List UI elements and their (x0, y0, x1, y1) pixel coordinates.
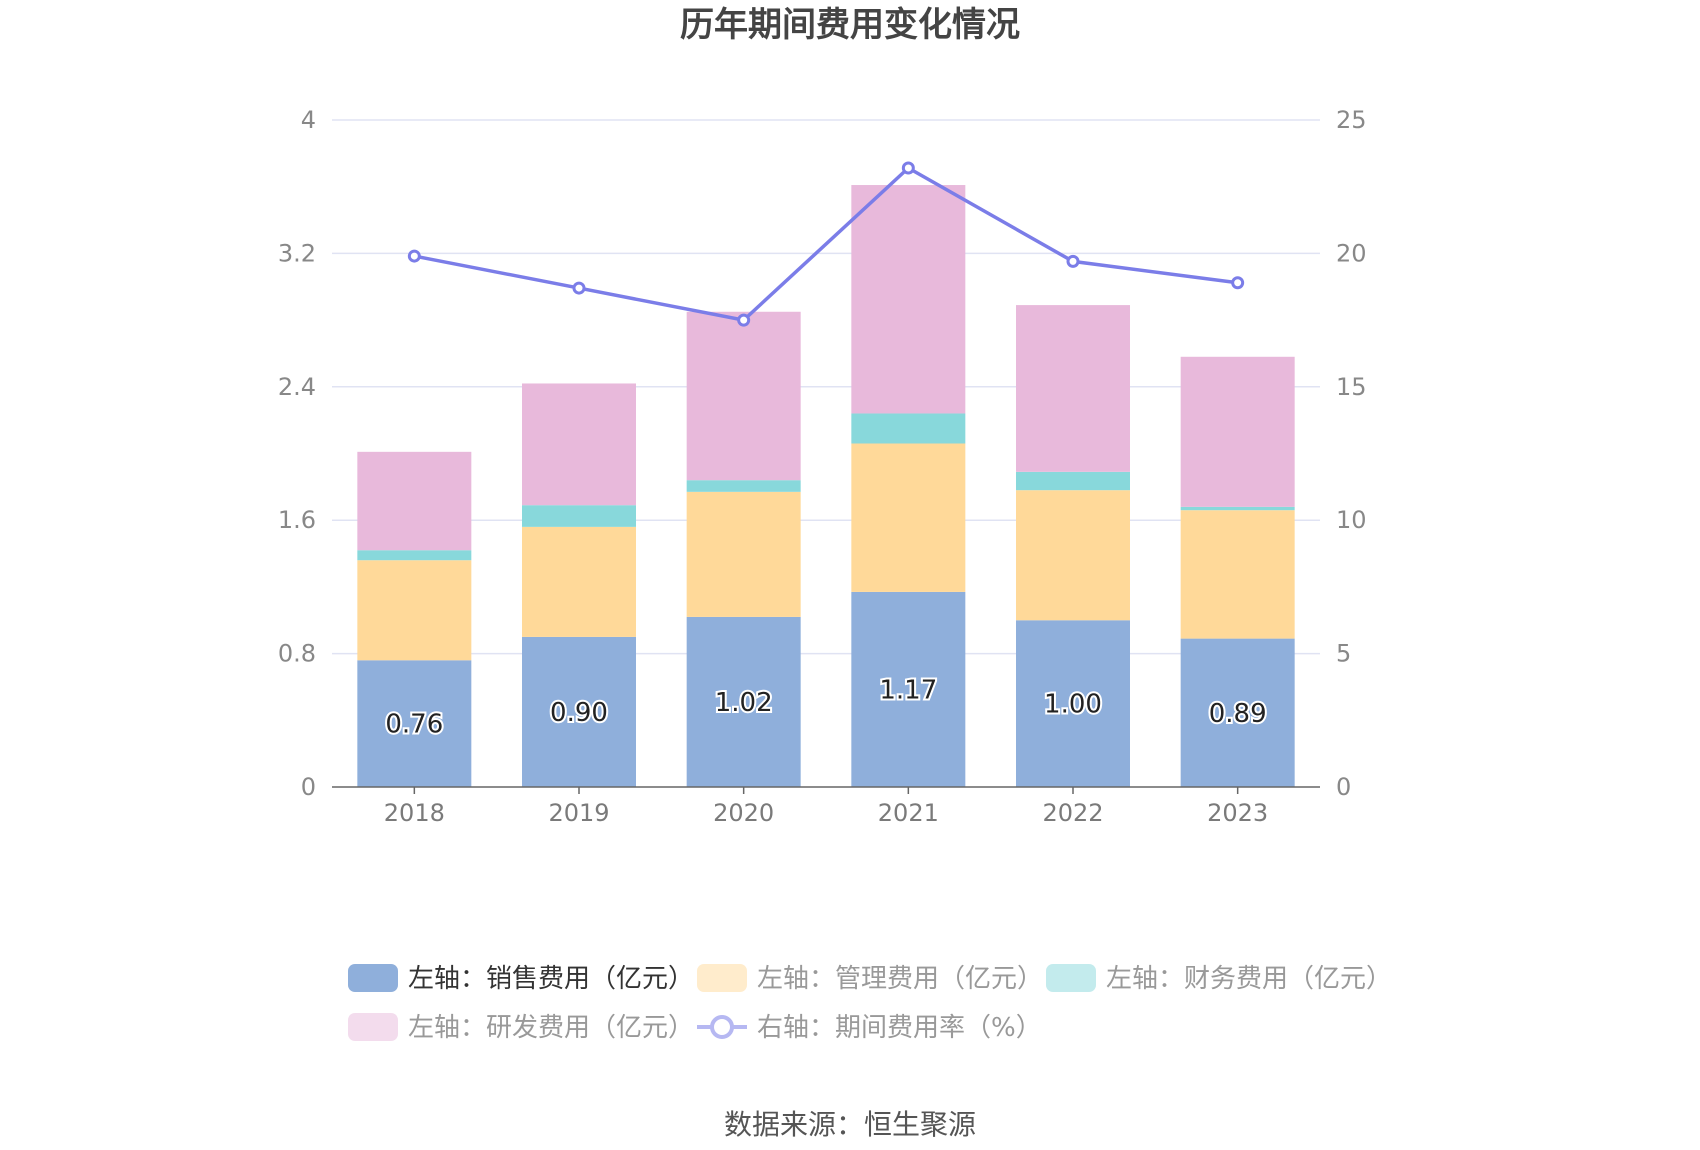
rate-point (901, 161, 915, 175)
legend-swatch (697, 964, 747, 992)
rate-point (572, 281, 586, 295)
left-axis-tick-label: 0 (301, 773, 316, 801)
bar-value-label: 1.17 (879, 675, 937, 705)
x-axis-tick-label: 2021 (878, 799, 939, 827)
legend: 左轴：销售费用（亿元） 左轴：管理费用（亿元） 左轴：财务费用（亿元） 左轴：研发费用… (348, 964, 1392, 1043)
left-axis-tick-label: 3.2 (278, 239, 316, 267)
bar-segment-2019-1 (522, 526, 636, 637)
rate-point (407, 249, 421, 263)
left-axis-tick-label: 2.4 (278, 373, 316, 401)
left-axis-tick-label: 4 (301, 106, 316, 134)
bar-segment-2020-0 (686, 616, 801, 787)
bar-value-label: 1.00 (1044, 690, 1102, 720)
bar-segment-2022-2 (1016, 471, 1130, 491)
bar-series (357, 185, 1295, 787)
bar-segment-2021-3 (851, 185, 966, 414)
bar-segment-2022-1 (1016, 490, 1130, 621)
x-axis-tick-label: 2020 (713, 799, 774, 827)
legend-item-label: 左轴：销售费用（亿元） (408, 964, 694, 994)
left-axis-tick-label: 1.6 (278, 506, 316, 534)
bar-segment-2020-1 (686, 491, 801, 617)
bar-segment-2020-2 (686, 480, 801, 492)
legend-swatch (348, 964, 398, 992)
left-axis-tick-label: 0.8 (278, 640, 316, 668)
bar-value-label: 0.89 (1209, 699, 1267, 729)
legend-item-label: 左轴：管理费用（亿元） (757, 964, 1043, 994)
bar-value-label: 0.76 (385, 710, 443, 740)
right-axis: 0 5 10 15 20 25 (1336, 106, 1367, 801)
bar-segment-2018-1 (357, 560, 472, 661)
gridlines (332, 119, 1320, 655)
x-axis-tick-label: 2018 (384, 799, 445, 827)
rate-point (737, 313, 751, 327)
x-axis-tick-label: 2019 (548, 799, 609, 827)
legend-swatch (1046, 964, 1096, 992)
right-axis-tick-label: 10 (1336, 506, 1367, 534)
rate-line-series (407, 161, 1245, 327)
bar-segment-2018-0 (357, 660, 472, 787)
bar-labels: 0.76 0.90 1.02 1.17 1.00 0.89 (383, 673, 1268, 741)
legend-item-label: 右轴：期间费用率（%） (757, 1013, 1042, 1043)
bar-segment-2021-1 (851, 443, 966, 592)
right-axis-tick-label: 20 (1336, 239, 1367, 267)
data-source: 数据来源：恒生聚源 (724, 1108, 976, 1141)
bar-segment-2022-0 (1016, 620, 1130, 787)
bar-segment-2023-1 (1180, 510, 1295, 639)
right-axis-tick-label: 5 (1336, 640, 1351, 668)
right-axis-tick-label: 25 (1336, 106, 1367, 134)
x-axis-tick-label: 2023 (1207, 799, 1268, 827)
bar-segment-2022-3 (1016, 305, 1130, 472)
bar-value-label: 0.90 (550, 698, 608, 728)
legend-swatch (348, 1013, 398, 1041)
x-axis: 2018 2019 2020 2021 2022 2023 (332, 786, 1320, 827)
bar-value-label: 1.02 (715, 688, 773, 718)
bar-segment-2020-3 (686, 311, 801, 481)
bar-segment-2023-0 (1180, 638, 1295, 787)
bar-segment-2018-2 (357, 550, 472, 561)
right-axis-tick-label: 15 (1336, 373, 1367, 401)
legend-item-label: 左轴：研发费用（亿元） (408, 1013, 694, 1043)
bar-segment-2023-2 (1180, 506, 1295, 511)
x-axis-tick-label: 2022 (1042, 799, 1103, 827)
rate-line (413, 165, 1238, 322)
bar-segment-2019-3 (522, 383, 636, 506)
bar-segment-2023-3 (1180, 356, 1295, 507)
right-axis-tick-label: 0 (1336, 773, 1351, 801)
rate-point (1066, 254, 1080, 268)
bar-segment-2018-3 (357, 451, 472, 551)
bar-segment-2021-0 (851, 591, 966, 787)
rate-point (1231, 276, 1245, 290)
bar-segment-2021-2 (851, 413, 966, 444)
bar-segment-2019-2 (522, 505, 636, 527)
bar-segment-2019-0 (522, 636, 636, 787)
left-axis: 0 0.8 1.6 2.4 3.2 4 (278, 106, 316, 801)
legend-line-marker (710, 1015, 734, 1039)
chart-title: 历年期间费用变化情况 (680, 5, 1020, 45)
legend-item-label: 左轴：财务费用（亿元） (1106, 964, 1392, 994)
